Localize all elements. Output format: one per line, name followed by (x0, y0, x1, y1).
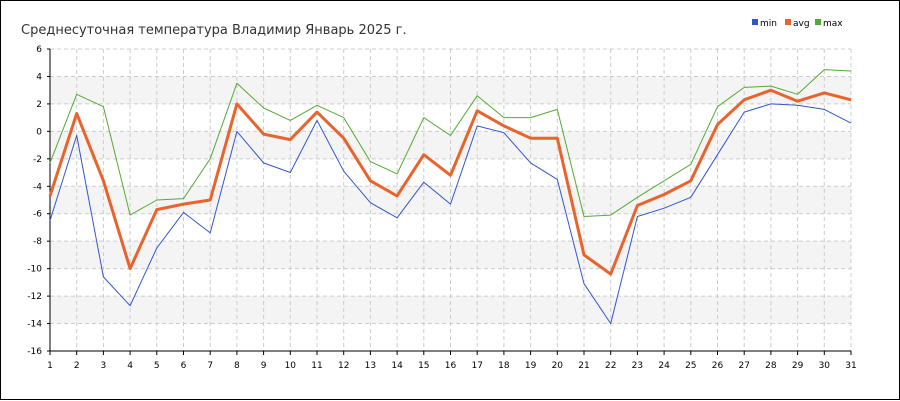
chart-title: Среднесуточная температура Владимир Янва… (21, 23, 407, 38)
x-tick-label: 28 (765, 361, 777, 371)
x-tick-label: 5 (154, 361, 160, 371)
x-tick-label: 23 (632, 361, 643, 371)
y-tick-label: -6 (33, 210, 42, 220)
x-tick-label: 11 (311, 361, 322, 371)
x-tick-label: 7 (207, 361, 213, 371)
x-tick-label: 8 (234, 361, 240, 371)
x-tick-label: 13 (365, 361, 376, 371)
legend-swatch-avg (785, 19, 791, 25)
y-tick-label: -10 (27, 265, 42, 275)
x-tick-label: 6 (181, 361, 187, 371)
x-tick-label: 15 (418, 361, 429, 371)
y-tick-label: 4 (36, 72, 42, 82)
y-tick-label: -12 (27, 292, 42, 302)
x-tick-label: 29 (792, 361, 804, 371)
legend-label-min: min (760, 19, 777, 29)
legend-label-max: max (823, 19, 843, 29)
y-tick-label: 0 (36, 127, 42, 137)
x-tick-label: 17 (471, 361, 482, 371)
x-tick-label: 20 (552, 361, 564, 371)
x-tick-label: 9 (261, 361, 267, 371)
y-tick-label: 6 (36, 45, 42, 55)
series-line-avg (48, 88, 852, 276)
x-tick-label: 4 (127, 361, 133, 371)
grid-lines (49, 48, 852, 352)
x-tick-label: 18 (498, 361, 510, 371)
y-tick-label: -16 (27, 347, 42, 357)
series-line-max (49, 69, 852, 217)
x-tick-label: 12 (338, 361, 349, 371)
legend-label-avg: avg (793, 19, 810, 29)
x-tick-label: 16 (445, 361, 457, 371)
x-tick-label: 14 (391, 361, 403, 371)
x-tick-label: 25 (685, 361, 696, 371)
legend-swatch-min (752, 19, 758, 25)
x-tick-label: 26 (712, 361, 724, 371)
x-tick-label: 31 (845, 361, 856, 371)
x-tick-label: 22 (605, 361, 616, 371)
y-tick-label: -14 (27, 320, 42, 330)
y-tick-label: 2 (36, 100, 42, 110)
x-tick-label: 3 (101, 361, 107, 371)
x-tick-label: 30 (819, 361, 831, 371)
y-tick-label: -4 (33, 182, 42, 192)
y-axis-ticks: 6 4 2 0 -2 -4 -6 -8 -10 -12 -14 -16 (27, 45, 50, 357)
x-tick-label: 27 (738, 361, 749, 371)
legend: min avg max (752, 19, 843, 29)
series-lines (48, 69, 852, 324)
x-tick-label: 2 (74, 361, 80, 371)
x-tick-label: 10 (285, 361, 297, 371)
x-axis-ticks: 1 2 3 4 5 6 7 8 9 10 11 12 13 14 15 16 17 18 19 20 21 22 23 24 2… (47, 351, 857, 371)
y-tick-label: -8 (33, 237, 42, 247)
x-tick-label: 24 (658, 361, 670, 371)
series-line-min (49, 103, 852, 324)
x-tick-label: 19 (525, 361, 537, 371)
x-tick-label: 1 (47, 361, 53, 371)
x-tick-label: 21 (578, 361, 589, 371)
legend-swatch-max (815, 19, 821, 25)
y-tick-label: -2 (33, 155, 42, 165)
